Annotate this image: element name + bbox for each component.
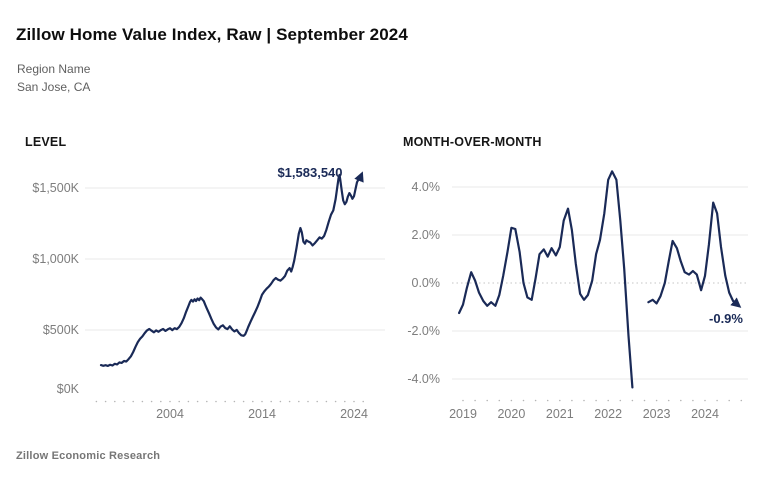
axis-tick: [462, 399, 464, 402]
axis-tick: [716, 399, 718, 402]
axis-tick: [344, 400, 346, 403]
x-axis-label: 2023: [643, 407, 671, 421]
x-axis-label: 2004: [156, 407, 184, 421]
axis-tick: [334, 400, 337, 403]
axis-tick: [95, 400, 98, 403]
axis-tick: [325, 400, 328, 403]
x-axis-label: 2024: [691, 407, 719, 421]
axis-tick: [114, 400, 116, 403]
mom-chart-title: MONTH-OVER-MONTH: [403, 135, 542, 149]
latest-value-label: -0.9%: [709, 311, 743, 326]
axis-tick: [279, 400, 282, 403]
axis-tick: [704, 399, 706, 402]
x-axis-label: 2019: [449, 407, 477, 421]
axis-tick: [486, 399, 489, 402]
axis-tick: [655, 399, 658, 402]
axis-tick: [643, 399, 646, 402]
latest-value-label: $1,583,540: [277, 165, 342, 180]
series-line: [99, 171, 364, 367]
source-attribution: Zillow Economic Research: [16, 450, 161, 462]
axis-tick: [522, 399, 525, 402]
axis-tick: [534, 399, 537, 402]
axis-tick: [607, 399, 609, 402]
y-axis-label: -4.0%: [407, 372, 440, 386]
axis-tick: [498, 399, 501, 402]
axis-tick: [595, 399, 597, 402]
axis-tick: [692, 399, 694, 402]
axis-tick: [196, 400, 199, 403]
series-line: [647, 201, 742, 308]
series-line: [458, 170, 634, 389]
region-block: Region Name San Jose, CA: [17, 60, 90, 96]
axis-tick: [362, 400, 365, 403]
axis-tick: [316, 400, 319, 403]
axis-tick: [270, 400, 273, 403]
x-axis-label: 2014: [248, 407, 276, 421]
mom-chart: 4.0% 2.0% 0.0% -2.0% -4.0% 2019 2020 2021 2022 20…: [407, 170, 748, 421]
axis-tick: [233, 400, 236, 403]
axis-tick: [583, 399, 585, 402]
region-label: Region Name: [17, 62, 91, 76]
level-chart-title: LEVEL: [25, 135, 67, 149]
y-axis-label: $0K: [57, 382, 80, 396]
y-axis-label: $1,000K: [32, 252, 79, 266]
axis-tick: [740, 399, 743, 402]
axis-tick: [619, 399, 622, 402]
level-chart: $1,500K $1,000K $500K $0K 2004 2014 2024 $1,583…: [32, 165, 385, 421]
region-value: San Jose, CA: [17, 80, 91, 94]
axis-tick: [160, 400, 162, 403]
y-axis-label: 4.0%: [412, 180, 441, 194]
axis-tick: [178, 400, 180, 403]
axis-tick: [353, 400, 355, 403]
axis-tick: [104, 400, 107, 403]
page-title: Zillow Home Value Index, Raw | September…: [16, 25, 408, 44]
axis-tick: [215, 400, 217, 403]
axis-tick: [474, 399, 476, 402]
axis-tick: [307, 400, 309, 403]
axis-tick: [150, 400, 153, 403]
axis-tick: [510, 399, 513, 402]
axis-tick: [631, 399, 634, 402]
axis-tick: [123, 400, 125, 403]
x-axis-label: 2022: [594, 407, 622, 421]
axis-tick: [141, 400, 144, 403]
axis-tick: [206, 400, 208, 403]
x-axis-label: 2021: [546, 407, 574, 421]
y-axis-label: -2.0%: [407, 324, 440, 338]
y-axis-label: $500K: [43, 323, 80, 337]
axis-tick: [132, 400, 134, 403]
axis-tick: [728, 399, 730, 402]
axis-tick: [288, 400, 291, 403]
axis-tick: [224, 400, 226, 403]
axis-tick: [187, 400, 190, 403]
axis-tick: [559, 399, 561, 402]
y-axis-label: 0.0%: [412, 276, 441, 290]
axis-tick: [680, 399, 682, 402]
axis-tick: [252, 400, 254, 403]
axis-tick: [667, 399, 670, 402]
axis-tick: [169, 400, 171, 403]
axis-tick: [242, 400, 245, 403]
y-axis-label: $1,500K: [32, 181, 79, 195]
axis-tick: [298, 400, 300, 403]
axis-tick: [546, 399, 549, 402]
axis-tick: [571, 399, 573, 402]
x-axis-label: 2020: [497, 407, 525, 421]
y-axis-label: 2.0%: [412, 228, 441, 242]
x-axis-label: 2024: [340, 407, 368, 421]
axis-tick: [261, 400, 263, 403]
